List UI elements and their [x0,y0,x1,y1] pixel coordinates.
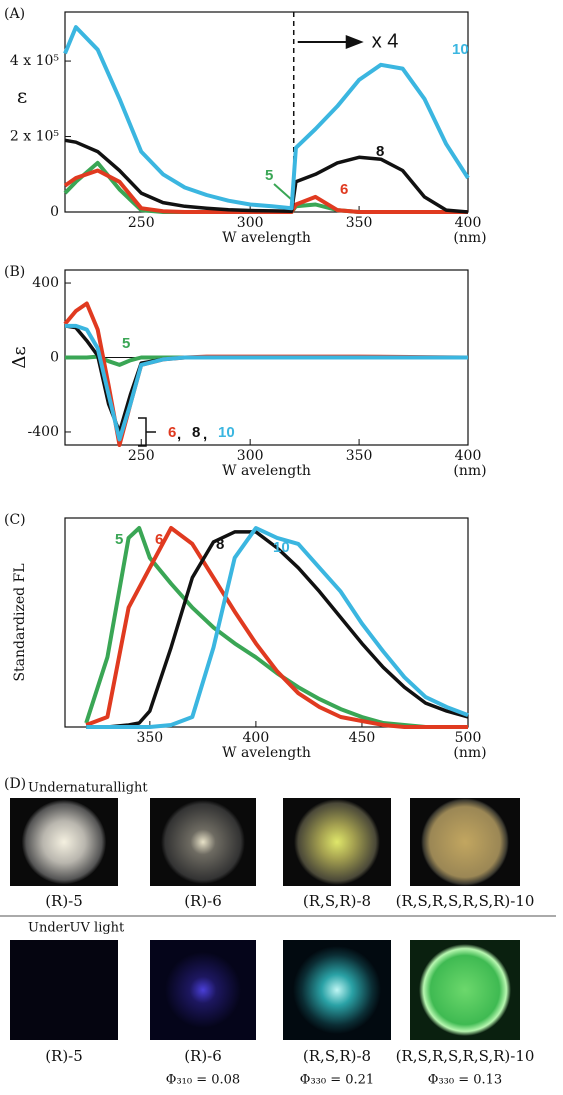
quantum-yield: Φ₃₁₀ = 0.08 [166,1073,240,1088]
x-tick-label: 350 [136,730,163,746]
compound-label: (R)-6 [184,892,222,910]
panel-label: (B) [4,264,25,280]
photo-dish [419,944,511,1036]
compound-label: (R)-5 [45,1047,83,1065]
series-label: 6 [340,181,348,198]
x-tick-label: 300 [237,215,264,231]
y-tick-label: -400 [28,424,59,440]
x-tick-label: 400 [243,730,270,746]
x-tick-label: 250 [128,448,155,464]
x-tick-label: 500 [455,730,482,746]
panel-label: (C) [4,512,26,528]
photo [10,940,118,1040]
series-label: 10 [273,539,290,556]
panel-label: (D) [4,776,26,792]
series-line [85,526,468,729]
series-label: 5 [122,335,130,352]
x-tick-label: 400 [455,215,482,231]
series-line [86,530,469,729]
y-tick-label: 0 [50,350,59,366]
separator: , [203,426,207,443]
compound-label: (R)-5 [45,892,83,910]
y-tick-label: 400 [32,275,59,291]
photo-dish [294,799,380,885]
photo-dish [293,946,381,1034]
photo-dish [22,800,106,884]
bracket [138,417,156,447]
y-axis-label: ε [17,84,27,108]
plot-frame [64,517,469,728]
y-tick-label: 4 x 10⁵ [10,53,60,69]
x-axis-unit: (nm) [453,463,486,479]
x-axis-unit: (nm) [453,745,486,761]
series-line [84,526,468,729]
series-label: 5 [115,531,123,548]
y-tick-label: 0 [50,204,59,220]
x-tick-label: 400 [455,448,482,464]
pointer [273,183,293,201]
quantum-yield: Φ₃₃₀ = 0.21 [300,1073,374,1088]
x-axis-label: W avelength [222,230,311,246]
series-line [64,138,469,214]
series-line [63,25,470,211]
compound-label: (R,S,R,S,R,S,R)-10 [396,1047,535,1065]
compound-label: (R,S,R)-8 [303,892,371,910]
series-label: 6 [155,531,163,548]
x-tick-label: 350 [346,215,373,231]
photo-dish [161,800,245,884]
compound-label: (R,S,R,S,R,S,R)-10 [396,892,535,910]
x-tick-label: 450 [349,730,376,746]
x-tick-label: 350 [346,448,373,464]
x-tick-label: 300 [237,448,264,464]
series-label: 8 [376,143,384,160]
series-label: 10 [452,41,469,58]
compound-label: (R)-6 [184,1047,222,1065]
x-axis-label: W avelength [222,463,311,479]
panel-label: (A) [4,6,25,22]
y-axis-label: Δε [9,346,30,368]
x-axis-label: W avelength [222,745,311,761]
section-title: UnderUV light [28,921,125,936]
series-label: 8 [192,424,200,441]
photo-dish [421,798,509,886]
separator: , [177,426,181,443]
series-label: 8 [216,536,224,553]
panel-d: (D) Undernaturallight UnderUV light [0,776,556,1040]
compound-label: (R,S,R)-8 [303,1047,371,1065]
x-tick-label: 250 [128,215,155,231]
series-label: 5 [265,167,273,184]
arrow-head [345,35,364,49]
series-label: 10 [218,424,235,441]
quantum-yield: Φ₃₃₀ = 0.13 [428,1073,502,1088]
section-title: Undernaturallight [28,781,148,796]
series-line [65,323,468,442]
y-tick-label: 2 x 10⁵ [10,129,60,145]
annotation: x 4 [372,30,399,52]
y-axis-label: Standardized FL [12,563,28,681]
series-label: 6 [168,424,176,441]
x-axis-unit: (nm) [453,230,486,246]
photo-dish [165,952,241,1028]
series-line [86,526,469,729]
